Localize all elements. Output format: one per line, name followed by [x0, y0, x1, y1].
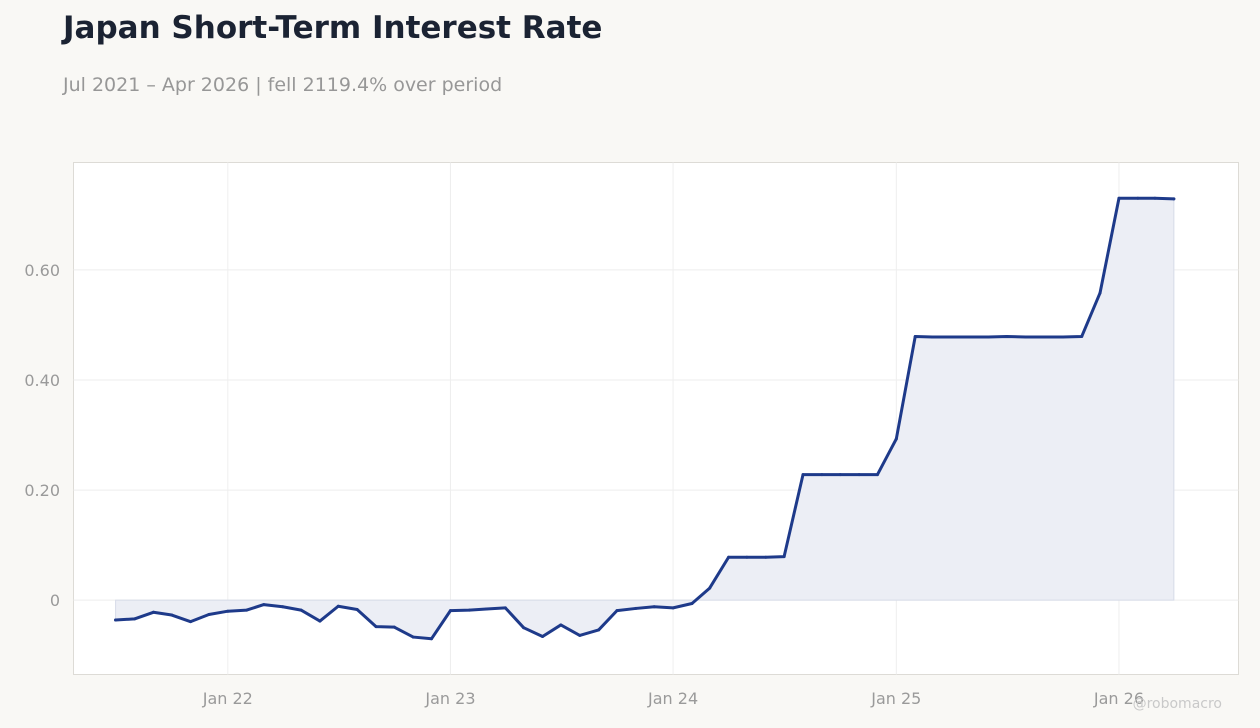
data-point	[949, 335, 953, 339]
x-axis: Jan 22 Jan 23 Jan 24 Jan 25 Jan 26	[202, 689, 1144, 708]
data-point	[503, 606, 507, 610]
data-point	[1005, 334, 1009, 338]
data-point	[151, 610, 155, 614]
data-point	[968, 335, 972, 339]
data-point	[448, 609, 452, 613]
data-point	[411, 635, 415, 639]
data-point	[1117, 196, 1121, 200]
y-tick-label: 0.60	[24, 261, 60, 280]
data-point	[484, 607, 488, 611]
data-point	[355, 608, 359, 612]
data-point	[226, 609, 230, 613]
data-point	[262, 603, 266, 607]
data-point	[894, 437, 898, 441]
data-point	[541, 635, 545, 639]
data-point	[652, 605, 656, 609]
data-point	[597, 628, 601, 632]
data-point	[1080, 334, 1084, 338]
x-tick-label: Jan 24	[647, 689, 698, 708]
data-point	[281, 605, 285, 609]
data-point	[1136, 196, 1140, 200]
data-point	[634, 606, 638, 610]
data-point	[132, 617, 136, 621]
data-points	[114, 196, 1176, 641]
x-tick-label: Jan 25	[870, 689, 921, 708]
data-point	[930, 335, 934, 339]
data-point	[801, 473, 805, 477]
data-point	[745, 555, 749, 559]
y-axis: 0 0.20 0.40 0.60	[24, 261, 60, 610]
chart-subtitle: Jul 2021 – Apr 2026 | fell 2119.4% over …	[63, 74, 503, 96]
data-point	[727, 555, 731, 559]
data-point	[690, 601, 694, 605]
data-point	[170, 613, 174, 617]
data-point	[986, 335, 990, 339]
data-point	[1061, 335, 1065, 339]
y-tick-label: 0.20	[24, 481, 60, 500]
data-point	[764, 555, 768, 559]
data-point	[1043, 335, 1047, 339]
data-point	[1098, 291, 1102, 295]
data-point	[820, 473, 824, 477]
data-point	[1024, 335, 1028, 339]
data-point	[875, 473, 879, 477]
data-point	[392, 625, 396, 629]
data-point	[318, 619, 322, 623]
data-point	[1172, 197, 1176, 201]
data-point	[245, 608, 249, 612]
data-point	[299, 608, 303, 612]
data-point	[708, 586, 712, 590]
data-point	[374, 625, 378, 629]
data-point	[430, 637, 434, 641]
series-line	[114, 196, 1176, 641]
data-point	[336, 604, 340, 608]
data-point	[467, 608, 471, 612]
data-point	[114, 618, 118, 622]
data-point	[615, 609, 619, 613]
watermark: @robomacro	[1132, 696, 1222, 712]
data-point	[522, 626, 526, 630]
x-tick-label: Jan 23	[424, 689, 475, 708]
x-tick-label: Jan 22	[202, 689, 253, 708]
data-point	[559, 623, 563, 627]
data-point	[189, 620, 193, 624]
data-point	[838, 473, 842, 477]
data-point	[782, 555, 786, 559]
x-tick-label: Jan 26	[1093, 689, 1144, 708]
data-point	[671, 606, 675, 610]
data-point	[857, 473, 861, 477]
data-point	[1153, 196, 1157, 200]
y-tick-label: 0	[50, 591, 60, 610]
data-point	[913, 334, 917, 338]
chart-title: Japan Short-Term Interest Rate	[63, 10, 603, 46]
data-point	[578, 633, 582, 637]
y-tick-label: 0.40	[24, 371, 60, 390]
data-point	[207, 612, 211, 616]
